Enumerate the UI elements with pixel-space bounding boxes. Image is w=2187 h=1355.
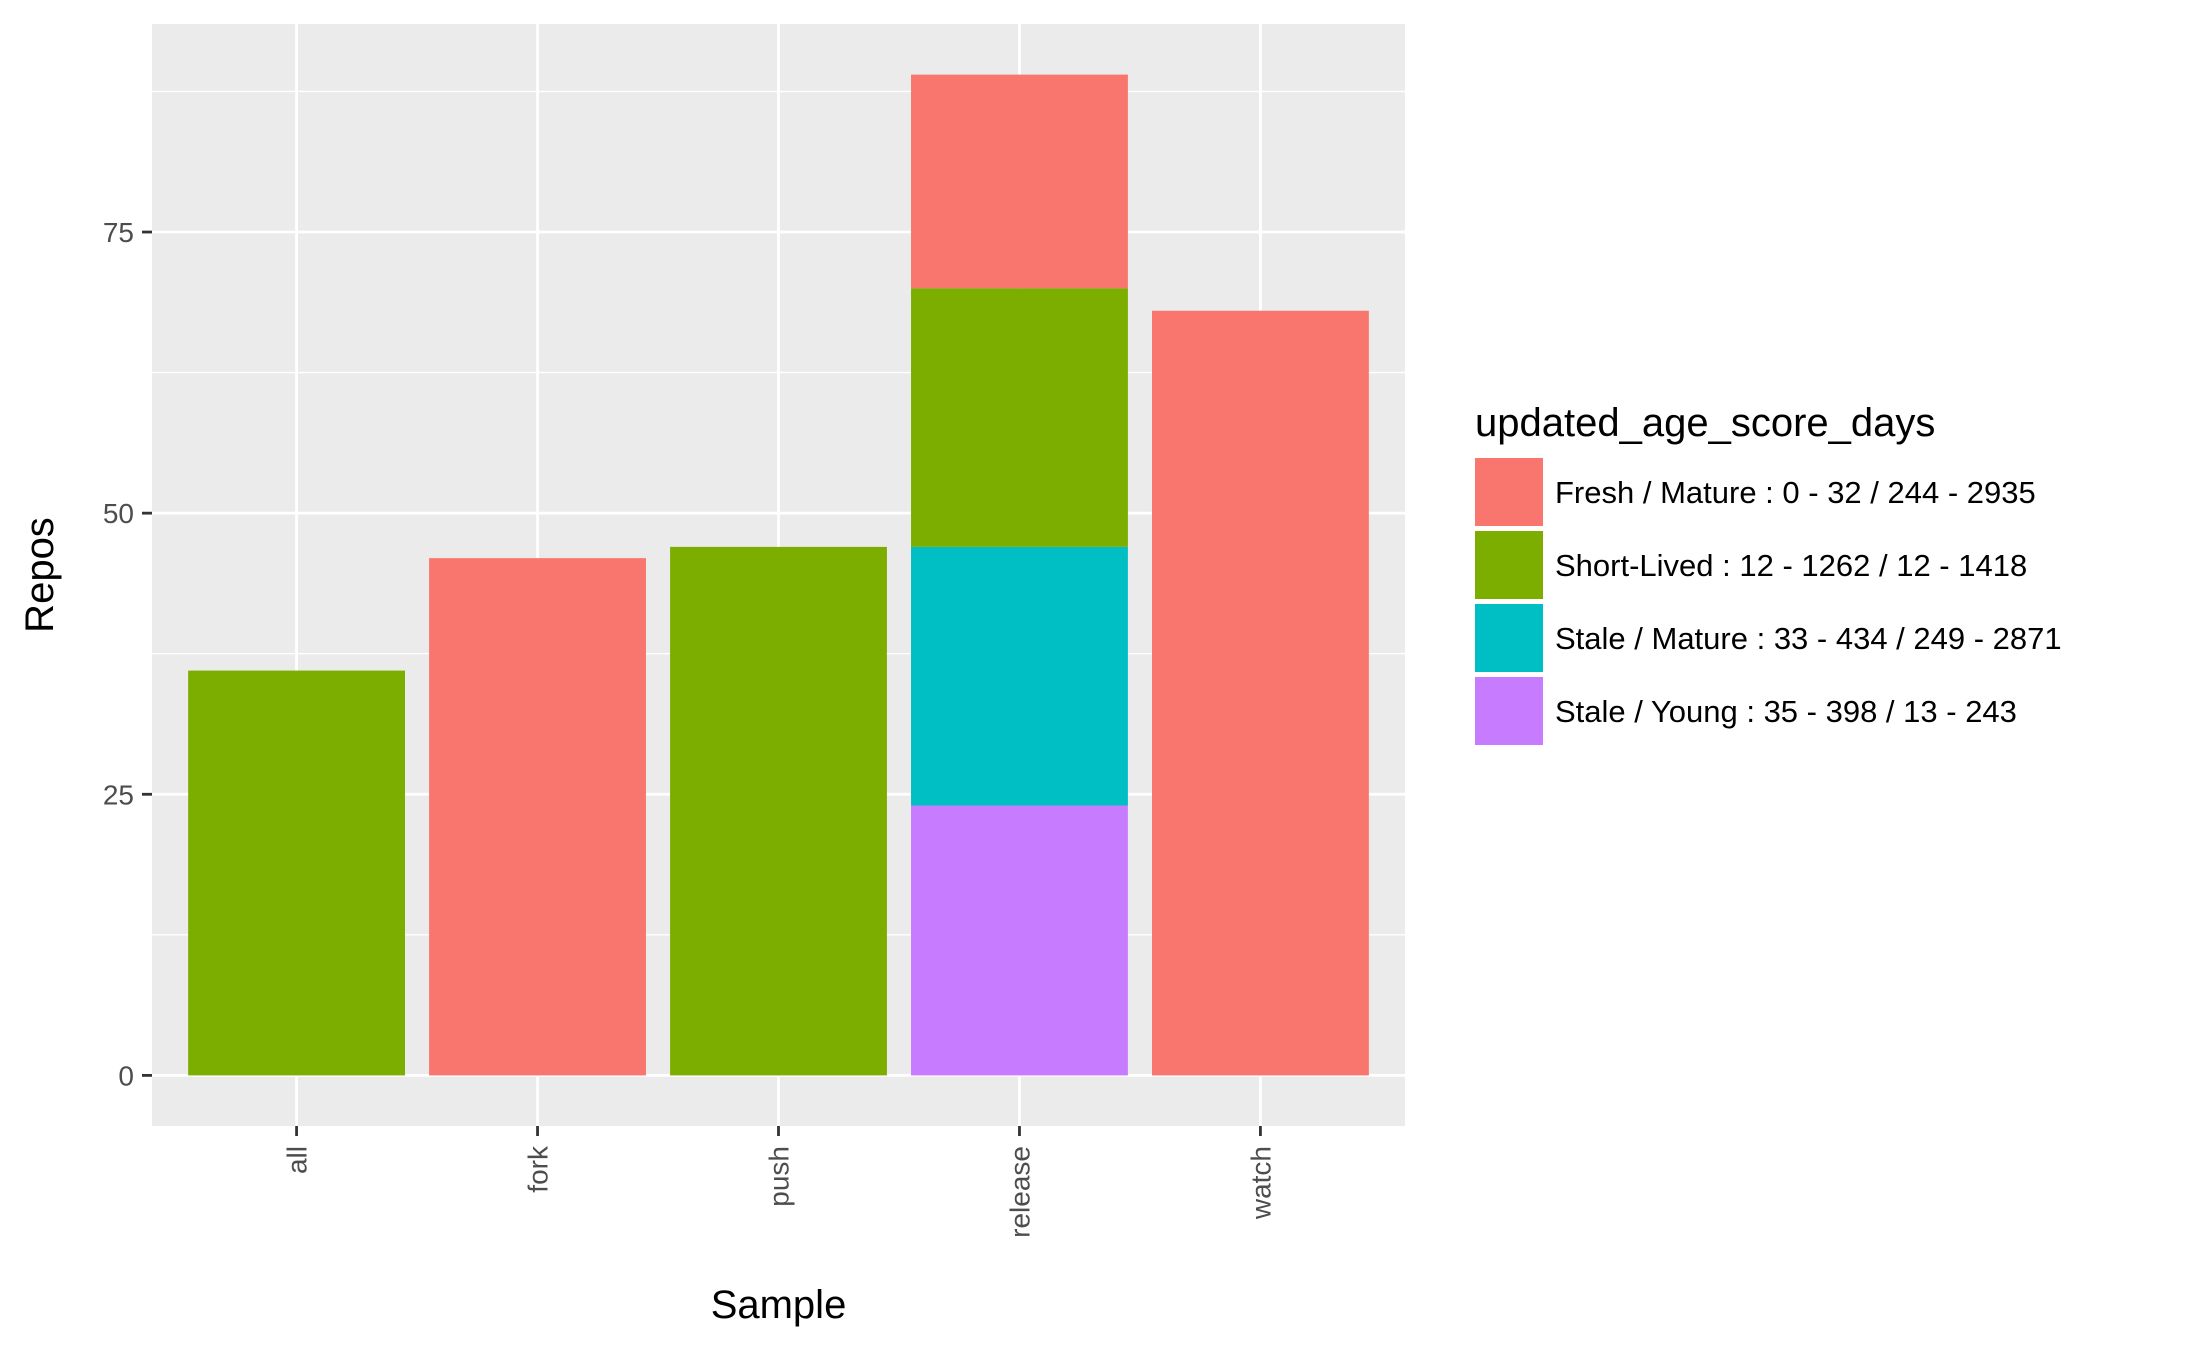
legend: updated_age_score_days Fresh / Mature : … <box>1475 401 2062 745</box>
x-tick-label: release <box>1004 1146 1035 1238</box>
y-tick-label: 75 <box>103 217 134 248</box>
legend-label: Fresh / Mature : 0 - 32 / 244 - 2935 <box>1555 475 2036 510</box>
bar-watch-segment <box>1151 310 1369 1076</box>
x-tick-label: fork <box>523 1145 554 1193</box>
x-tick-label: watch <box>1245 1146 1276 1220</box>
x-axis: all fork push release watch <box>282 1126 1276 1238</box>
legend-label: Short-Lived : 12 - 1262 / 12 - 1418 <box>1555 548 2027 583</box>
y-axis: 0 25 50 75 <box>103 217 152 1091</box>
bar-release-segment <box>911 74 1128 289</box>
y-tick-label: 25 <box>103 779 134 810</box>
bar-layer <box>188 74 1369 1076</box>
legend-title: updated_age_score_days <box>1475 401 1935 445</box>
x-tick-label: push <box>764 1146 795 1207</box>
legend-label: Stale / Mature : 33 - 434 / 249 - 2871 <box>1555 621 2062 656</box>
bar-push-segment <box>670 546 887 1076</box>
y-tick-label: 0 <box>118 1060 134 1091</box>
bar-release-segment <box>911 546 1128 806</box>
legend-key <box>1475 604 1543 672</box>
y-axis-title: Repos <box>18 517 62 633</box>
x-axis-title: Sample <box>711 1283 847 1327</box>
bar-release-segment <box>911 288 1128 547</box>
legend-key <box>1475 531 1543 599</box>
legend-key <box>1475 677 1543 745</box>
bar-fork-segment <box>429 558 646 1076</box>
legend-key <box>1475 458 1543 526</box>
bar-release-segment <box>911 805 1128 1076</box>
bar-all-segment <box>188 670 406 1076</box>
legend-label: Stale / Young : 35 - 398 / 13 - 243 <box>1555 694 2017 729</box>
y-tick-label: 50 <box>103 498 134 529</box>
x-tick-label: all <box>282 1146 313 1174</box>
